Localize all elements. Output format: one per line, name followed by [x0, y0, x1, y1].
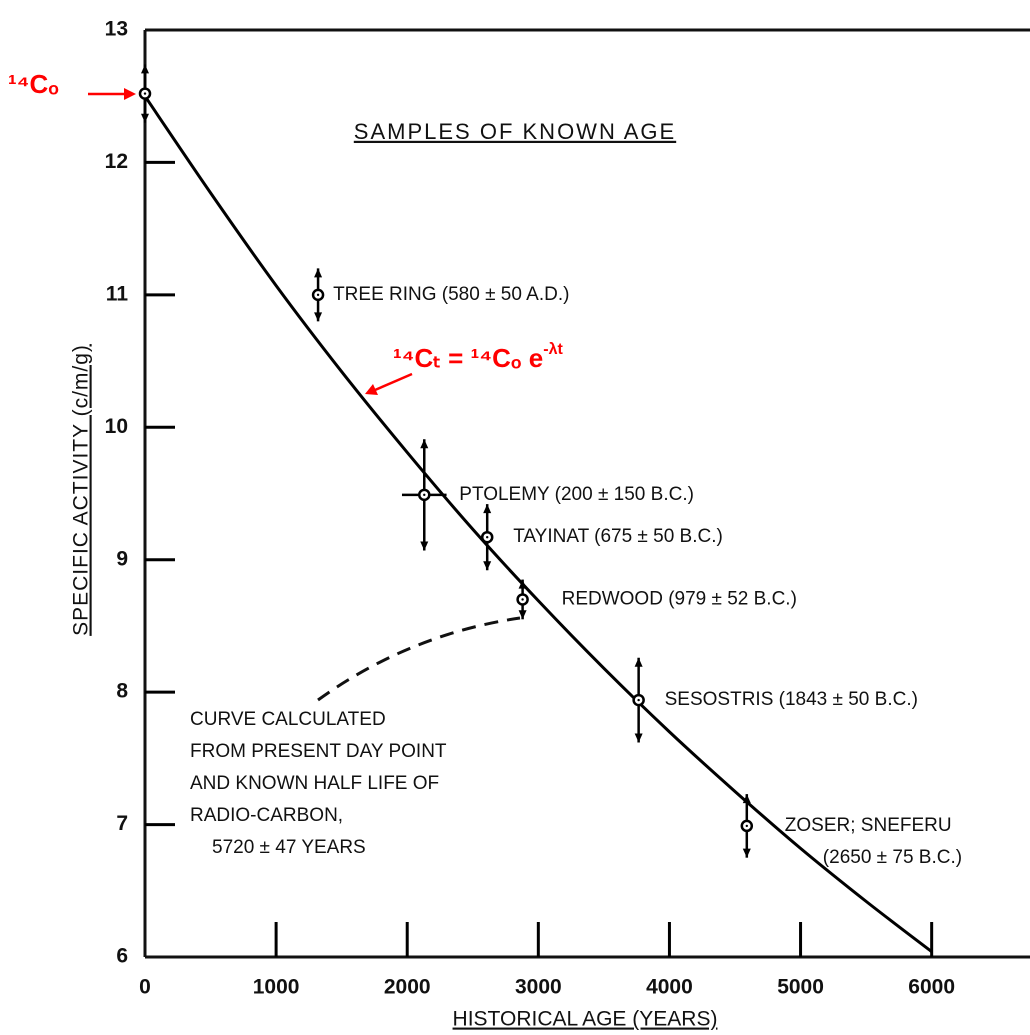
data-point-center: [486, 536, 489, 539]
error-cap: [314, 268, 323, 278]
x-axis-label: HISTORICAL AGE (YEARS): [453, 1008, 718, 1031]
formula-arrow-head: [365, 384, 378, 395]
y-tick-label: 12: [105, 150, 128, 173]
annotation-leader: [317, 616, 521, 702]
y-tick-label: 7: [116, 812, 128, 835]
error-cap: [420, 541, 429, 551]
point-label: SESOSTRIS (1843 ± 50 B.C.): [665, 689, 918, 710]
error-cap: [483, 561, 492, 571]
y-tick-label: 10: [105, 415, 128, 438]
red-annotations: ¹⁴Cₒ ¹⁴Cₜ = ¹⁴Cₒ e-λt: [8, 69, 563, 395]
formula-arrow: [374, 372, 413, 392]
x-tick-label: 0: [139, 976, 151, 999]
error-cap: [518, 579, 527, 589]
data-point-center: [143, 92, 147, 95]
error-cap: [742, 848, 751, 858]
data-point-center: [423, 493, 426, 497]
data-point-center: [745, 824, 748, 828]
error-cap: [141, 64, 149, 74]
fit-curve: [143, 95, 933, 953]
chart-title: SAMPLES OF KNOWN AGE: [354, 119, 676, 144]
error-cap: [141, 113, 149, 123]
x-tick-label: 2000: [384, 976, 431, 999]
error-cap: [742, 794, 751, 804]
annotation-line: RADIO-CARBON,: [190, 805, 343, 826]
point-label: PTOLEMY (200 ± 150 B.C.): [459, 484, 694, 505]
annotation-line: CURVE CALCULATED: [190, 709, 386, 730]
y-tick-label: 8: [116, 680, 128, 703]
y-tick-label: 11: [106, 282, 129, 305]
data-point-center: [637, 698, 640, 702]
formula-base: ¹⁴Cₜ = ¹⁴Cₒ e: [393, 343, 543, 373]
formula-exponent: -λt: [543, 341, 563, 358]
y-tick-label: 9: [116, 547, 128, 570]
c0-arrow-head: [124, 88, 136, 100]
point-label: TAYINAT (675 ± 50 B.C.): [513, 526, 723, 547]
y-tick-label: 13: [105, 18, 128, 41]
point-label: TREE RING (580 ± 50 A.D.): [333, 284, 569, 305]
error-cap: [483, 504, 492, 514]
annotation-line: AND KNOWN HALF LIFE OF: [190, 773, 439, 794]
x-tick-label: 6000: [908, 976, 955, 999]
annotation-line: FROM PRESENT DAY POINT: [190, 741, 447, 762]
point-label: ZOSER; SNEFERU: [785, 815, 952, 836]
data-point-center: [316, 293, 320, 297]
x-tick-label: 3000: [515, 976, 562, 999]
y-axis-label: SPECIFIC ACTIVITY (c/m/g): [70, 344, 93, 636]
point-label: REDWOOD (979 ± 52 B.C.): [562, 588, 797, 609]
x-tick-label: 4000: [646, 976, 693, 999]
error-cap: [634, 657, 643, 667]
error-cap: [518, 610, 527, 620]
error-cap: [314, 312, 323, 322]
y-tick-label: 6: [116, 945, 128, 968]
formula: ¹⁴Cₜ = ¹⁴Cₒ e-λt: [393, 341, 563, 373]
error-cap: [634, 733, 643, 743]
data-point-center: [521, 598, 524, 601]
annotation-line: 5720 ± 47 YEARS: [212, 837, 366, 858]
x-tick-label: 5000: [777, 976, 824, 999]
error-cap: [420, 439, 429, 449]
point-label: (2650 ± 75 B.C.): [823, 847, 962, 868]
x-tick-label: 1000: [253, 976, 300, 999]
c0-label: ¹⁴Cₒ: [8, 69, 59, 99]
